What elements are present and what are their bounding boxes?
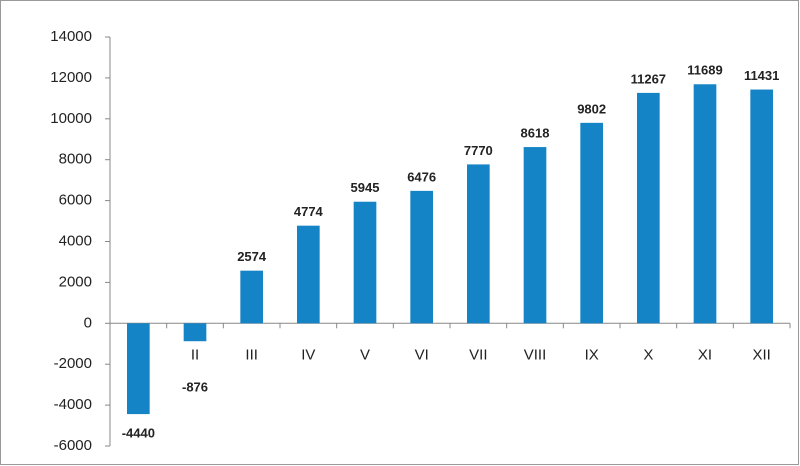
data-label: 6476 bbox=[407, 169, 436, 184]
y-tick-label: -2000 bbox=[54, 355, 92, 372]
bar bbox=[523, 147, 547, 324]
data-label: 9802 bbox=[577, 101, 606, 116]
data-label: 11267 bbox=[631, 71, 666, 86]
data-label: 7770 bbox=[464, 143, 493, 158]
x-tick-label: IV bbox=[301, 346, 315, 363]
bar bbox=[353, 201, 377, 324]
bar bbox=[750, 89, 773, 324]
y-tick-label: 14000 bbox=[50, 28, 92, 45]
y-tick-label: -6000 bbox=[54, 437, 92, 454]
data-label: 11431 bbox=[744, 68, 779, 83]
x-tick-label: XII bbox=[752, 346, 770, 363]
y-tick-label: 8000 bbox=[59, 151, 92, 168]
x-tick-label: X bbox=[643, 346, 653, 363]
bar bbox=[127, 323, 150, 415]
x-tick-label: V bbox=[360, 346, 370, 363]
x-tick-label: II bbox=[191, 346, 199, 363]
y-tick-label: 0 bbox=[84, 314, 92, 331]
data-label: 8618 bbox=[521, 125, 550, 140]
y-tick-label: 12000 bbox=[50, 69, 92, 86]
data-label: -876 bbox=[182, 380, 208, 395]
data-label: 4774 bbox=[294, 204, 324, 219]
data-label: 11689 bbox=[687, 63, 722, 78]
y-tick-label: 4000 bbox=[59, 232, 92, 249]
data-label: -4440 bbox=[122, 426, 155, 441]
y-tick-label: 6000 bbox=[59, 192, 92, 209]
bar bbox=[297, 225, 320, 324]
x-tick-label: VIII bbox=[524, 346, 547, 363]
bar bbox=[693, 84, 717, 324]
y-tick-label: 10000 bbox=[50, 110, 92, 127]
x-tick-label: XI bbox=[698, 346, 712, 363]
x-tick-label: VII bbox=[469, 346, 487, 363]
bar bbox=[467, 164, 490, 324]
y-tick-label: -4000 bbox=[54, 396, 92, 413]
bar bbox=[637, 92, 660, 324]
x-tick-label: III bbox=[245, 346, 258, 363]
bar bbox=[410, 190, 433, 324]
bar bbox=[240, 270, 263, 324]
bar bbox=[183, 323, 207, 342]
y-tick-label: 2000 bbox=[59, 273, 92, 290]
data-label: 2574 bbox=[237, 249, 267, 264]
bar bbox=[580, 122, 603, 324]
x-tick-label: VI bbox=[415, 346, 429, 363]
x-tick-label: IX bbox=[585, 346, 599, 363]
data-label: 5945 bbox=[351, 180, 380, 195]
